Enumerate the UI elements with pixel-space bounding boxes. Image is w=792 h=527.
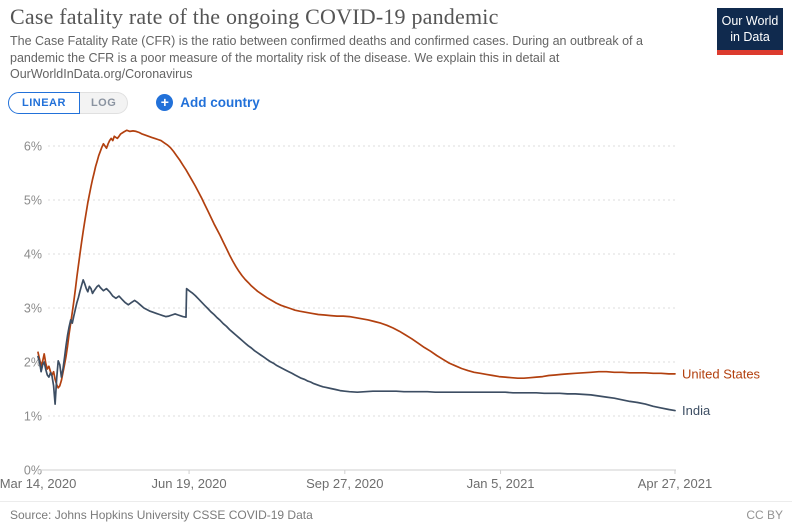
owid-logo-line2: in Data	[730, 30, 770, 45]
y-axis-label: 3%	[24, 302, 42, 316]
owid-logo[interactable]: Our World in Data	[717, 8, 783, 55]
chart-subtitle: The Case Fatality Rate (CFR) is the rati…	[10, 34, 643, 82]
y-axis-label: 5%	[24, 194, 42, 208]
x-axis-tick-label: Jan 5, 2021	[467, 476, 535, 491]
owid-logo-line1: Our World	[721, 14, 779, 28]
y-axis-label: 4%	[24, 248, 42, 262]
plus-icon: +	[156, 94, 174, 111]
linear-scale-button[interactable]: LINEAR	[8, 91, 80, 114]
add-country-button[interactable]: + Add country	[156, 94, 260, 111]
y-axis-label: 1%	[24, 410, 42, 424]
series-line-united-states[interactable]	[37, 129, 676, 389]
chart-controls: LINEAR LOG + Add country	[8, 91, 260, 114]
x-axis-tick-label: Jun 19, 2020	[151, 476, 226, 491]
y-axis-label: 2%	[24, 356, 42, 370]
log-scale-button[interactable]: LOG	[79, 91, 129, 114]
series-label-united-states: United States	[682, 366, 761, 381]
series-label-india: India	[682, 403, 711, 418]
x-axis-tick-label: Apr 27, 2021	[638, 476, 712, 491]
source-note: Source: Johns Hopkins University CSSE CO…	[10, 508, 313, 522]
series-line-india[interactable]	[37, 279, 676, 412]
page-title: Case fatality rate of the ongoing COVID-…	[10, 4, 499, 29]
x-axis-tick-label: Mar 14, 2020	[0, 476, 76, 491]
y-axis-label: 6%	[24, 140, 42, 154]
x-axis-tick-label: Sep 27, 2020	[306, 476, 383, 491]
owid-logo-accent-bar	[717, 50, 783, 55]
add-country-label: Add country	[180, 95, 260, 110]
license-badge[interactable]: CC BY	[746, 508, 783, 522]
chart-footer: Source: Johns Hopkins University CSSE CO…	[0, 501, 792, 527]
y-axis-label: 0%	[24, 464, 42, 478]
